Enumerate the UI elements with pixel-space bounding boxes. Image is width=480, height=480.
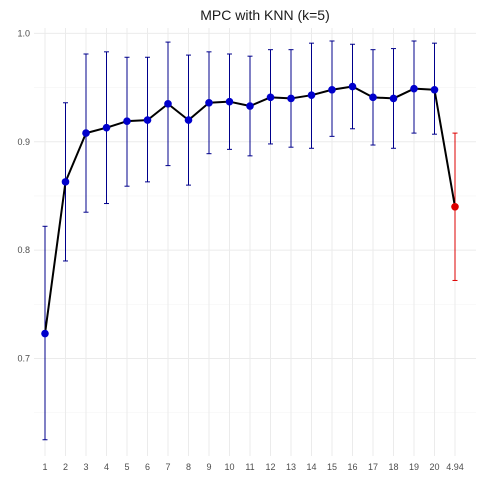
data-point [164, 100, 172, 108]
x-tick-label: 1 [42, 462, 47, 472]
x-tick-label: 16 [347, 462, 357, 472]
x-tick-label: 11 [245, 462, 254, 472]
grid [34, 28, 476, 456]
x-tick-label: 20 [429, 462, 439, 472]
y-tick-label: 0.8 [17, 245, 30, 255]
data-point [61, 178, 70, 186]
data-point [246, 102, 254, 110]
data-point [410, 84, 418, 93]
data-point [123, 117, 131, 125]
data-point [266, 93, 275, 102]
data-point [287, 94, 295, 103]
data-point [41, 329, 49, 338]
x-tick-label: 12 [265, 462, 275, 472]
x-tick-label: 18 [388, 462, 398, 472]
y-tick-label: 0.9 [17, 137, 30, 147]
x-tick-label: 5 [124, 462, 129, 472]
data-point [205, 98, 213, 107]
x-tick-label: 2 [63, 462, 68, 472]
x-tick-label: 15 [327, 462, 337, 472]
data-point [451, 202, 459, 211]
x-axis-ticks: 1 2 3 4 5 6 7 8 9 10 11 12 13 14 15 16 17 18 19 20 4.94 [42, 462, 463, 472]
x-tick-label: 10 [224, 462, 234, 472]
x-tick-label: 4 [104, 462, 109, 472]
data-point [184, 116, 193, 124]
data-point [225, 97, 234, 106]
x-tick-label: 9 [206, 462, 211, 472]
data-point [348, 82, 357, 91]
data-point [369, 93, 377, 102]
data-point [143, 116, 152, 124]
data-point [102, 123, 111, 132]
x-tick-label: 14 [306, 462, 316, 472]
x-tick-label: 6 [145, 462, 150, 472]
x-tick-label: 19 [409, 462, 419, 472]
y-axis-ticks: 0.7 0.8 0.9 1.0 [17, 28, 30, 363]
y-tick-label: 0.7 [17, 353, 30, 363]
x-tick-label: 8 [186, 462, 191, 472]
x-tick-label: 3 [83, 462, 88, 472]
data-points [41, 82, 459, 338]
chart-title: MPC with KNN (k=5) [200, 7, 330, 23]
x-tick-label: 4.94 [446, 462, 464, 472]
data-point [389, 94, 398, 103]
data-point [82, 129, 90, 137]
x-tick-label: 17 [368, 462, 378, 472]
x-tick-label: 13 [286, 462, 296, 472]
x-tick-label: 7 [165, 462, 170, 472]
data-point [328, 85, 336, 94]
data-point [430, 85, 439, 94]
data-point [307, 91, 316, 99]
y-tick-label: 1.0 [17, 28, 30, 38]
